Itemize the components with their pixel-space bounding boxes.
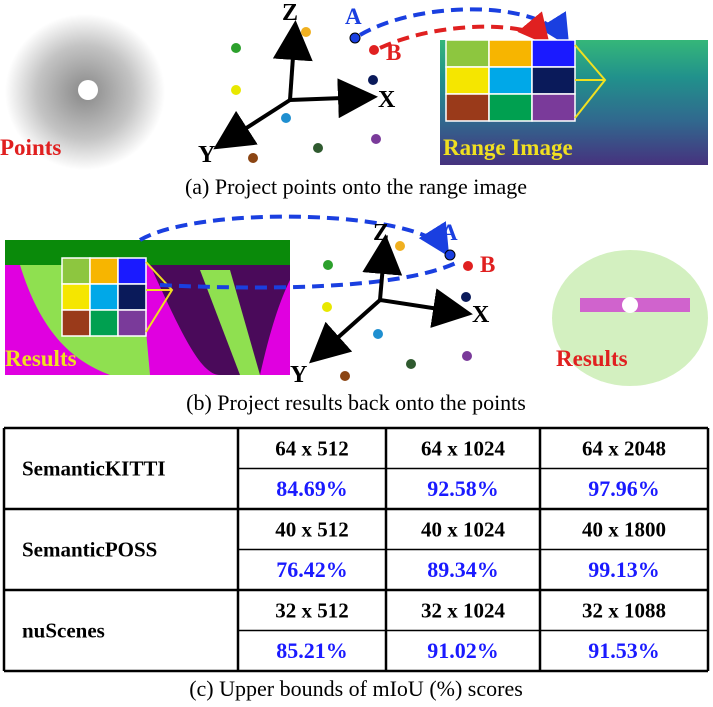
projection-arrow-a (358, 7, 570, 47)
score-cell: 92.58% (427, 476, 499, 501)
resolution-cell: 40 x 512 (275, 517, 349, 541)
axis-y: Y (198, 142, 215, 168)
point-b-label-b: B (480, 252, 495, 277)
dataset-name: nuScenes (22, 619, 105, 643)
resolution-cell: 40 x 1024 (421, 517, 506, 541)
points-results-label: Results (556, 346, 628, 371)
point-a-label-b: A (441, 220, 458, 245)
resolution-cell: 64 x 2048 (582, 436, 666, 460)
axes-b (309, 234, 473, 364)
score-cell: 91.53% (588, 638, 660, 663)
resolution-cell: 32 x 512 (275, 598, 349, 622)
results-table: SemanticKITTI 64 x 512 64 x 1024 64 x 2048 8… (2, 426, 710, 673)
axes (213, 20, 378, 150)
projection-arrow-b (379, 11, 551, 50)
pixel-grid-b (61, 257, 147, 337)
point-cloud-center (78, 80, 98, 100)
score-cell: 91.02% (427, 638, 499, 663)
range-results-label: Results (5, 346, 77, 371)
score-cell: 99.13% (588, 557, 660, 582)
axis-z-b: Z (373, 220, 389, 246)
pixel-grid (445, 39, 576, 122)
panel-a: Points Z X Y A B Range Image (a) Project… (0, 0, 708, 199)
caption-a: (a) Project points onto the range image (185, 174, 527, 199)
score-cell: 97.96% (588, 476, 660, 501)
score-cell: 84.69% (276, 476, 348, 501)
caption-b: (b) Project results back onto the points (186, 390, 526, 415)
sample-points (231, 27, 381, 163)
dataset-name: SemanticPOSS (22, 538, 157, 562)
resolution-cell: 40 x 1800 (582, 517, 666, 541)
axis-x-b: X (472, 302, 490, 328)
dataset-name: SemanticKITTI (22, 457, 166, 481)
sample-points-b (322, 241, 473, 381)
back-arrow-1 (138, 214, 450, 257)
resolution-cell: 32 x 1088 (582, 598, 666, 622)
point-b-label: B (386, 40, 401, 65)
resolution-cell: 64 x 1024 (421, 436, 506, 460)
axis-z: Z (282, 0, 298, 26)
zoom-lines (574, 44, 607, 119)
point-a-label: A (345, 4, 362, 29)
back-arrow-2 (159, 260, 459, 290)
axis-y-b: Y (290, 362, 307, 388)
score-cell: 85.21% (276, 638, 348, 663)
results-cloud (552, 250, 708, 386)
resolution-cell: 32 x 1024 (421, 598, 506, 622)
score-cell: 89.34% (427, 557, 499, 582)
resolution-cell: 64 x 512 (275, 436, 349, 460)
points-label: Points (0, 135, 61, 160)
range-image-label: Range Image (443, 135, 573, 160)
panel-b: Results Z X Y A B Results (b) Project re… (5, 214, 708, 415)
axis-x: X (378, 87, 396, 113)
caption-c: (c) Upper bounds of mIoU (%) scores (189, 676, 523, 701)
score-cell: 76.42% (276, 557, 348, 582)
